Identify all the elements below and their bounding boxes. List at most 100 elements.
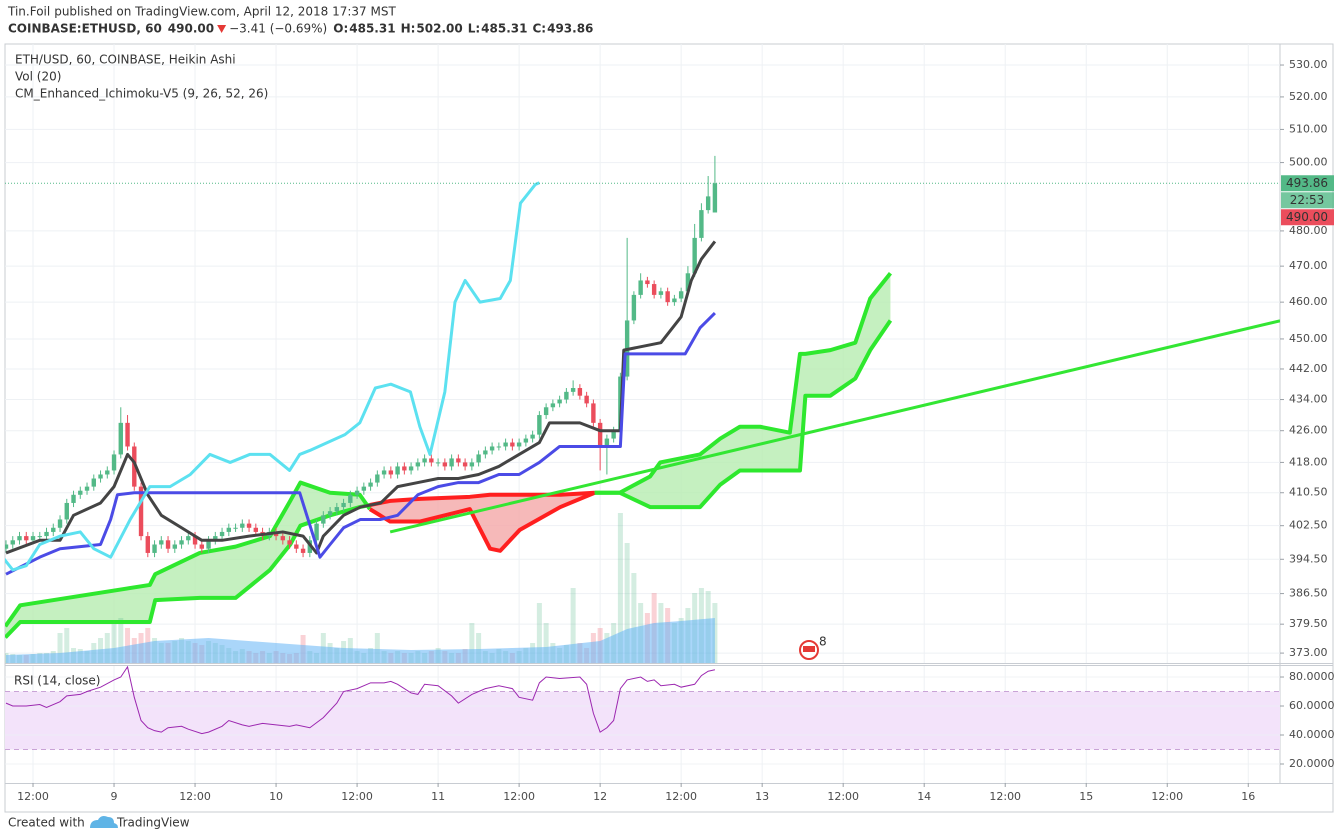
y-tick-label: 426.00 [1289,424,1328,437]
candle-body [557,399,562,404]
rsi-axis: 80.0000 60.0000 40.0000 20.0000 [1280,670,1335,770]
y-tick-label: 460.00 [1289,295,1328,308]
volume-bar [125,628,131,663]
candle-body [489,446,495,451]
frame [4,43,1334,813]
candle-body [246,523,252,528]
event-badge-count: 8 [819,635,827,649]
candle-body [678,291,684,299]
candle-body [368,482,373,487]
volume-bar [64,628,70,663]
candle-body [476,454,481,463]
candle-body [395,466,400,475]
candle-body [516,442,522,447]
indicator-title: Vol (20) [15,70,61,84]
candle-body [422,458,427,463]
rsi-band [5,691,1280,750]
published: published on TradingView.com, April 12, … [54,5,396,19]
cloud-fill [594,273,891,508]
y-tick-label: 510.00 [1289,122,1328,135]
candle-body [375,474,380,483]
x-tick-label: 12:00 [17,790,49,803]
logo-cloud [90,816,118,828]
x-tick-label: 11 [431,790,445,803]
candle-body [111,454,117,471]
candle-body [597,422,603,447]
volume-bar [617,513,623,663]
candle-body [705,196,711,211]
price-plot [5,155,1280,663]
y-tick-label: 40.0000 [1289,728,1335,741]
candle-body [321,515,326,524]
volume-bar [57,633,63,663]
event-badge[interactable]: 8 [799,635,827,660]
cloud-line [594,319,893,510]
candle-body [159,540,164,545]
cloud-fill [369,492,595,551]
cloud-line [5,503,371,639]
indicator-line [5,312,716,576]
volume-bar [543,623,549,663]
candle-body [57,519,63,528]
candle-body [665,291,670,303]
candle-body [435,462,441,464]
candle-body [213,536,218,541]
y-tick-label: 418.00 [1289,455,1328,468]
candle-body [348,494,353,503]
candle-body [381,470,387,475]
volume-bar [104,633,110,663]
candle-body [354,490,360,495]
footer-brand: TradingView [116,816,190,830]
candle-body [469,462,475,467]
candle-body [51,527,56,532]
candle-body [510,442,515,447]
volume-bar [631,573,637,663]
candle-body [449,458,454,467]
price-marker-label-box [1281,209,1334,226]
candle-body [564,391,569,400]
footer-created: Created with [8,816,85,830]
candle-body [287,540,292,545]
volume-bar [624,543,630,663]
candle-body [226,527,232,532]
x-tick-label: 12:00 [827,790,859,803]
x-tick-label: 16 [1241,790,1255,803]
candle-body [685,273,691,292]
candle-body [91,478,96,487]
x-tick-label: 12:00 [665,790,697,803]
candle-body [402,466,407,471]
candle-body [10,540,15,545]
price: 490.00 [168,22,214,36]
candle-body [138,486,144,537]
candle-body [692,237,697,274]
candle-body [604,438,610,447]
candle-body [341,502,346,508]
candle-body [165,540,171,549]
rsi-title: RSI (14, close) [14,674,100,688]
candle-body [699,210,704,238]
symbol: COINBASE:ETHUSD, 60 [8,22,162,36]
candle-body [570,388,576,392]
candle-body [300,548,306,553]
badge-flag [803,646,815,652]
candle-body [280,536,286,541]
x-tick-label: 14 [917,790,931,803]
volume-bar [469,623,475,663]
volume [5,513,718,663]
y-tick-label: 394.50 [1289,552,1328,565]
ohlc-key: H: [401,22,416,36]
y-tick-label: 470.00 [1289,259,1328,272]
y-tick-label: 386.50 [1289,587,1328,600]
candle-body [631,294,637,321]
candle-body [408,466,414,471]
candle-body [172,544,177,549]
candle-body [37,536,42,538]
ohlc-value: 493.86 [547,22,593,36]
y-tick-label: 60.0000 [1289,699,1335,712]
candle-body [591,403,596,423]
last-price-label-box [1281,175,1334,192]
candle-body [132,446,137,487]
candle-body [530,434,535,439]
candle-body [125,422,130,447]
